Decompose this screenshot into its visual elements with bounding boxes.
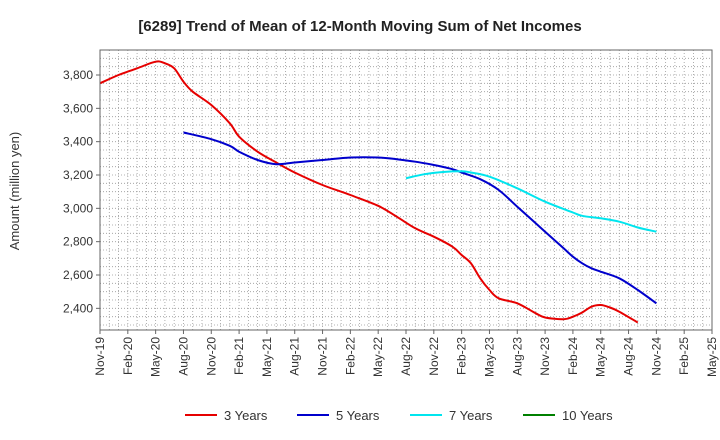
y-tick-label: 2,800 (63, 235, 93, 249)
x-tick-label: Feb-22 (343, 337, 357, 375)
legend-label: 5 Years (336, 408, 380, 423)
x-tick-label: Nov-22 (427, 337, 441, 376)
x-tick-label: Nov-20 (204, 337, 218, 376)
y-tick-label: 2,600 (63, 268, 93, 282)
x-tick-label: May-24 (594, 337, 608, 377)
x-tick-label: Aug-24 (622, 337, 636, 376)
x-tick-label: Aug-20 (176, 337, 190, 376)
series-layer (99, 60, 657, 324)
y-tick-label: 3,000 (63, 201, 93, 215)
legend-label: 3 Years (224, 408, 268, 423)
x-tick-label: Feb-23 (455, 337, 469, 375)
x-axis-ticks: Nov-19 Feb-20 May-20 Aug-20 Nov-20 Feb-21 May-… (93, 330, 719, 377)
series-line-3-years (99, 60, 639, 324)
x-tick-label: Nov-23 (538, 337, 552, 376)
x-tick-label: May-22 (371, 337, 385, 377)
x-tick-label: Nov-21 (316, 337, 330, 376)
x-tick-label: Feb-24 (566, 337, 580, 375)
x-tick-label: Aug-22 (399, 337, 413, 376)
y-axis-label: Amount (million yen) (7, 132, 22, 251)
legend-label: 7 Years (449, 408, 493, 423)
x-tick-label: Aug-21 (288, 337, 302, 376)
x-tick-label: Feb-21 (232, 337, 246, 375)
y-axis-ticks: 2,400 2,600 2,800 3,000 3,200 3,400 3,600 3,800 (63, 68, 100, 315)
y-tick-label: 3,800 (63, 68, 93, 82)
x-tick-label: May-25 (705, 337, 719, 377)
series-line-7-years (405, 170, 657, 233)
x-tick-label: May-21 (260, 337, 274, 377)
x-tick-label: May-20 (149, 337, 163, 377)
x-tick-label: Aug-23 (510, 337, 524, 376)
y-tick-label: 3,600 (63, 101, 93, 115)
x-tick-label: May-23 (482, 337, 496, 377)
legend: 3 Years 5 Years 7 Years 10 Years (185, 408, 613, 423)
grid-lines (100, 50, 712, 330)
y-tick-label: 2,400 (63, 301, 93, 315)
x-tick-label: Feb-25 (677, 337, 691, 375)
y-tick-label: 3,200 (63, 168, 93, 182)
y-tick-label: 3,400 (63, 135, 93, 149)
x-tick-label: Feb-20 (121, 337, 135, 375)
chart-title: [6289] Trend of Mean of 12-Month Moving … (138, 18, 581, 35)
x-tick-label: Nov-24 (649, 337, 663, 376)
series-line-5-years (183, 131, 657, 305)
x-tick-label: Nov-19 (93, 337, 107, 376)
legend-label: 10 Years (562, 408, 613, 423)
